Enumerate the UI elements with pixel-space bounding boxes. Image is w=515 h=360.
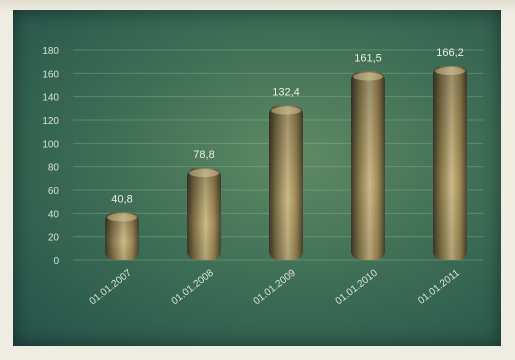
y-tick-label: 120 bbox=[42, 116, 59, 127]
bar-value-label: 78,8 bbox=[193, 149, 214, 161]
y-tick-label: 180 bbox=[42, 46, 59, 57]
y-tick-label: 20 bbox=[48, 233, 60, 244]
bar bbox=[269, 105, 303, 261]
y-tick-label: 140 bbox=[42, 93, 59, 104]
x-category-label: 01.01.2009 bbox=[252, 267, 299, 307]
bar-value-label: 132,4 bbox=[272, 87, 300, 99]
bar-value-label: 166,2 bbox=[436, 47, 464, 59]
bar-top-highlight bbox=[107, 213, 137, 222]
bar-top-highlight bbox=[353, 72, 383, 81]
y-tick-label: 80 bbox=[48, 163, 60, 174]
bar-shading bbox=[269, 105, 303, 261]
x-axis-categories: 01.01.2007 01.01.2008 01.01.2009 01.01.2010… bbox=[88, 267, 463, 307]
value-labels: 40,8 78,8 132,4 161,5 166,2 bbox=[111, 47, 463, 205]
bar-shading bbox=[105, 212, 139, 260]
bar-chart: 0 20 40 60 80 100 120 140 160 180 40,8 78,8 132,4 16… bbox=[42, 46, 483, 307]
bar-top-highlight bbox=[435, 67, 465, 76]
top-border-strip bbox=[0, 0, 515, 12]
bar-layer bbox=[105, 66, 467, 261]
y-tick-label: 60 bbox=[48, 186, 60, 197]
y-tick-label: 160 bbox=[42, 69, 59, 80]
y-tick-label: 100 bbox=[42, 139, 59, 150]
bar-value-label: 40,8 bbox=[111, 193, 132, 205]
bar-value-label: 161,5 bbox=[354, 53, 382, 65]
x-category-label: 01.01.2008 bbox=[170, 267, 217, 307]
y-tick-label: 40 bbox=[48, 209, 60, 220]
chart-panel: 0 20 40 60 80 100 120 140 160 180 40,8 78,8 132,4 16… bbox=[13, 10, 501, 346]
bar-shading bbox=[433, 66, 467, 260]
bar-shading bbox=[187, 168, 221, 260]
y-tick-label: 0 bbox=[53, 256, 59, 267]
bar bbox=[433, 66, 467, 260]
y-axis-ticks: 0 20 40 60 80 100 120 140 160 180 bbox=[42, 46, 59, 267]
bar-top-highlight bbox=[189, 169, 219, 178]
bar bbox=[105, 212, 139, 260]
x-category-label: 01.01.2007 bbox=[88, 267, 135, 307]
bar-shading bbox=[351, 71, 385, 260]
bar-top-highlight bbox=[271, 106, 301, 115]
x-category-label: 01.01.2011 bbox=[416, 267, 462, 306]
x-category-label: 01.01.2010 bbox=[334, 267, 381, 307]
bar bbox=[187, 168, 221, 260]
bar bbox=[351, 71, 385, 260]
